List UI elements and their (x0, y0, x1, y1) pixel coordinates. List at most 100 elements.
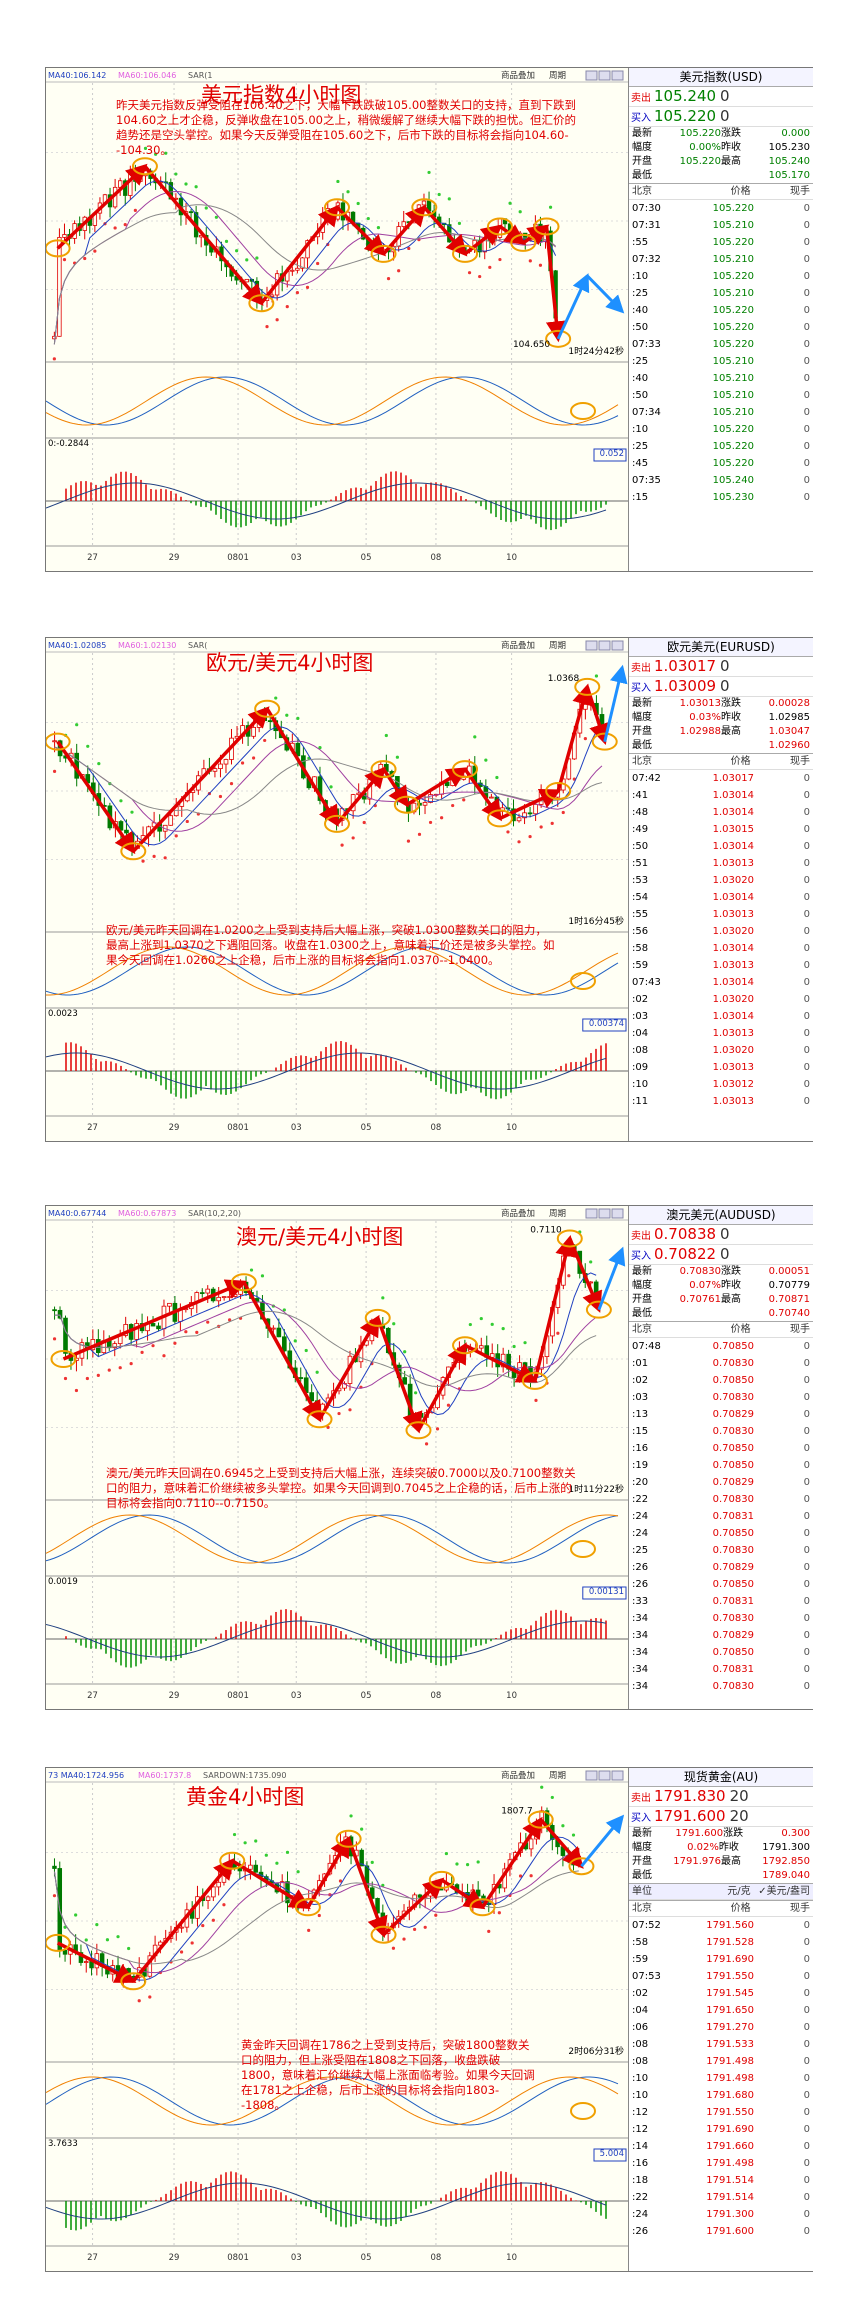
sar-dot (381, 1296, 385, 1300)
sar-dot (62, 258, 67, 262)
tick-time: 07:32 (632, 254, 661, 265)
window-button[interactable] (598, 70, 611, 81)
quote-label: 最低 (632, 1870, 652, 1881)
quote-value: 0.70871 (768, 1294, 810, 1305)
tick-volume: 0 (803, 305, 810, 316)
tick-volume: 0 (803, 977, 810, 988)
tick-header-cell: 现手 (789, 1903, 810, 1914)
sar-dot (151, 1344, 155, 1348)
window-button[interactable] (585, 70, 598, 81)
trend-arrow (556, 683, 593, 792)
sar-dot (75, 723, 79, 727)
quote-price: 0.70838 (654, 1225, 717, 1243)
tick-row: :34 0.70850 0 (629, 1644, 813, 1661)
toolbar-button[interactable]: 商品叠加 (501, 1208, 535, 1219)
candle-body (522, 812, 527, 819)
macd-box-frame (582, 1018, 627, 1032)
quote-row: 开盘 105.220 最高 105.240 (629, 155, 813, 169)
macd-value-box: 0.00131 (589, 1587, 624, 1597)
tick-price: 1.03013 (712, 1028, 754, 1039)
tick-price: 1.03014 (712, 841, 754, 852)
tick-time: :04 (632, 1028, 649, 1039)
candle-body (221, 1296, 227, 1299)
tick-time: :15 (632, 1426, 649, 1437)
price-label: 1807.7 (501, 1807, 533, 1817)
toolbar-button[interactable]: 周期 (549, 1771, 566, 1781)
window-button[interactable] (611, 70, 624, 81)
sar-dot (403, 1350, 407, 1354)
window-button[interactable] (585, 640, 598, 651)
quote-row: 最低 1.02960 (629, 739, 813, 753)
candle-body (223, 759, 229, 765)
tick-price: 1791.680 (706, 2090, 754, 2101)
unit-option[interactable]: ✓美元/盎司 (758, 1886, 810, 1897)
tick-time: :56 (632, 926, 649, 937)
tick-time: :08 (632, 1045, 649, 1056)
candle-body (211, 1886, 216, 1898)
tick-header-cell: 北京 (632, 186, 652, 197)
highlight-ellipse (452, 1336, 479, 1355)
sar-dot (348, 1408, 352, 1412)
tick-time: :34 (632, 1681, 649, 1692)
tick-volume: 0 (803, 1545, 810, 1556)
tick-row: :02 1791.545 0 (629, 1985, 813, 2002)
candle-body (188, 211, 194, 214)
tick-time: :33 (632, 1596, 649, 1607)
window-button[interactable] (598, 1770, 611, 1781)
tick-price: 105.210 (712, 407, 754, 418)
window-button[interactable] (611, 1208, 624, 1219)
sar-dot (254, 1839, 258, 1843)
x-tick-label: 27 (87, 1123, 98, 1133)
window-button[interactable] (598, 1208, 611, 1219)
tick-volume: 0 (803, 1358, 810, 1369)
toolbar-button[interactable]: 商品叠加 (501, 1770, 535, 1781)
tick-price: 105.220 (712, 305, 754, 316)
toolbar-button[interactable]: 周期 (549, 71, 566, 81)
sar-dot (164, 151, 168, 155)
highlight-ellipse (370, 1925, 397, 1944)
tick-volume: 0 (803, 1079, 810, 1090)
macd-label: 0.0023 (48, 1009, 78, 1019)
tick-header-cell: 北京 (632, 1324, 652, 1335)
macd-box-frame (582, 1586, 627, 1600)
sar-dot (293, 1339, 297, 1343)
tick-volume: 0 (803, 2192, 810, 2203)
macd-value-box: 0.00374 (589, 1019, 624, 1029)
tick-price: 1.03013 (712, 909, 754, 920)
candle-body (276, 1327, 282, 1338)
toolbar-button[interactable]: 商品叠加 (501, 640, 535, 651)
tick-row: :54 1.03014 0 (629, 889, 813, 906)
tick-time: :12 (632, 2107, 649, 2118)
tick-time: :12 (632, 2124, 649, 2135)
toolbar-button[interactable]: 商品叠加 (501, 70, 535, 81)
trend-arrow (335, 206, 387, 257)
tick-time: :50 (632, 841, 649, 852)
highlight-ellipse (324, 198, 350, 217)
window-button[interactable] (611, 640, 624, 651)
trend-arrow (231, 1859, 311, 1910)
candle-body (52, 740, 57, 743)
window-button[interactable] (611, 1770, 624, 1781)
tick-price: 105.230 (712, 492, 754, 503)
unit-option[interactable]: 元/克 (727, 1886, 751, 1897)
highlight-ellipse (570, 972, 596, 990)
tick-row: 07:53 1791.550 0 (629, 1968, 813, 1985)
tick-row: :59 1.03013 0 (629, 957, 813, 974)
quote-price: 105.220 (654, 107, 717, 125)
sar-dot (214, 215, 218, 219)
trend-arrow (56, 1941, 137, 1983)
tick-header-cell: 价格 (730, 1903, 751, 1914)
window-button[interactable] (585, 1208, 598, 1219)
window-button[interactable] (598, 640, 611, 651)
toolbar-button[interactable]: 周期 (549, 1209, 566, 1219)
window-button[interactable] (585, 1770, 598, 1781)
x-tick-label: 10 (506, 1123, 517, 1133)
projection-arrow (597, 1246, 626, 1311)
tick-row: :33 0.70831 0 (629, 1593, 813, 1610)
tick-price: 0.70850 (712, 1375, 754, 1386)
tick-volume: 0 (803, 1613, 810, 1624)
sar-dot (295, 291, 299, 295)
tick-volume: 0 (803, 807, 810, 818)
toolbar-button[interactable]: 周期 (549, 641, 566, 651)
oscillator-line (46, 376, 619, 426)
